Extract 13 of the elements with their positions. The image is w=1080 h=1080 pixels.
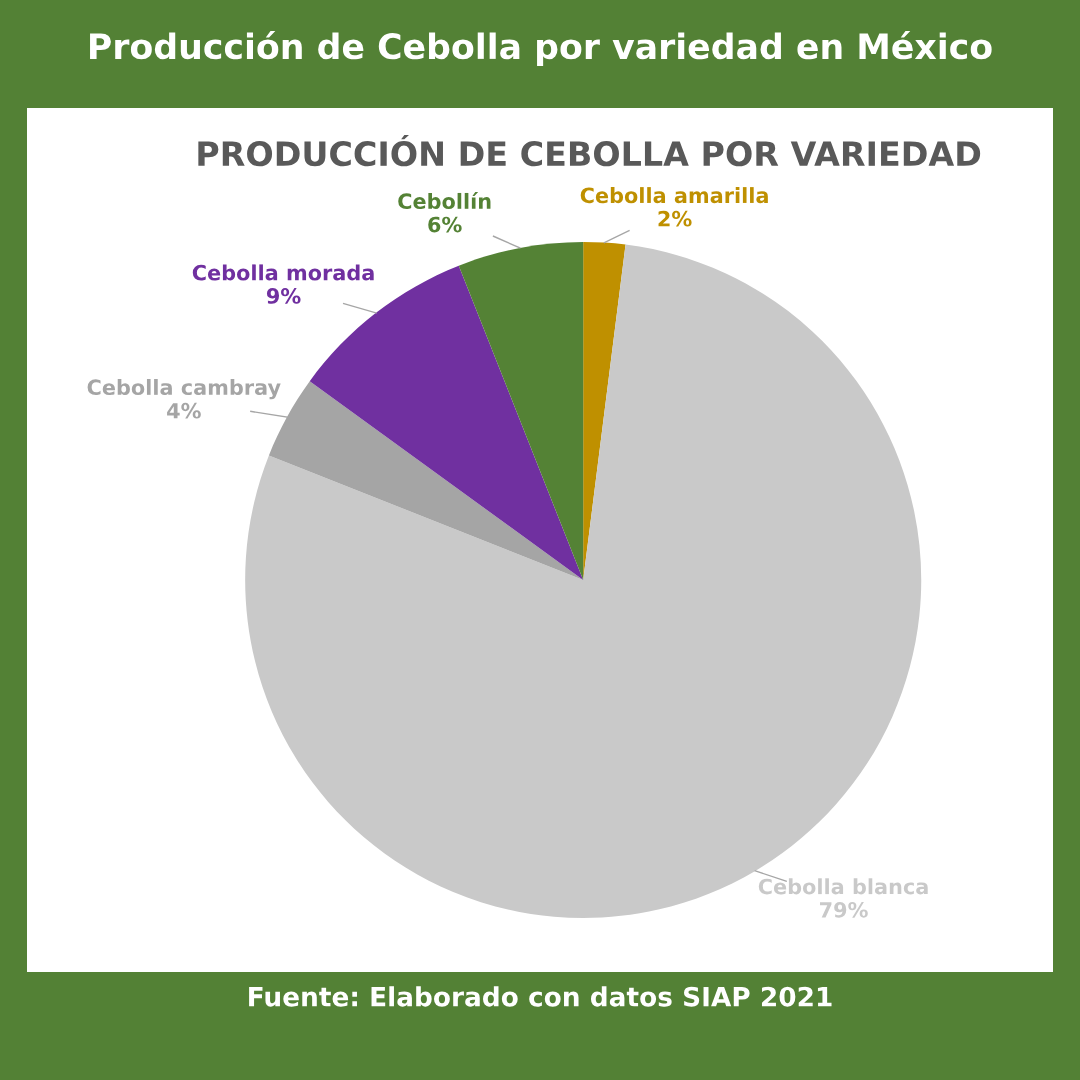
data-label: 2% [658,210,692,227]
data-label: 9% [266,288,301,304]
chart-subtitle: PRODUCCIÓN DE CEBOLLA POR VARIEDAD [198,134,981,167]
data-label: 4% [167,402,201,419]
chart-title: Producción de Cebolla por variedad en México [90,31,992,67]
data-label: 6% [428,216,462,233]
pie-slice [458,241,584,580]
slice-label: Cebollín [398,192,491,210]
slice-label: Cebolla amarilla [580,187,768,204]
slice-label: Cebolla morada [192,264,374,281]
slice-label: Cebolla cambray [87,379,281,400]
source-note: Fuente: Elaborado con datos SIAP 2021 [249,986,832,1007]
pie-slice [583,241,626,580]
